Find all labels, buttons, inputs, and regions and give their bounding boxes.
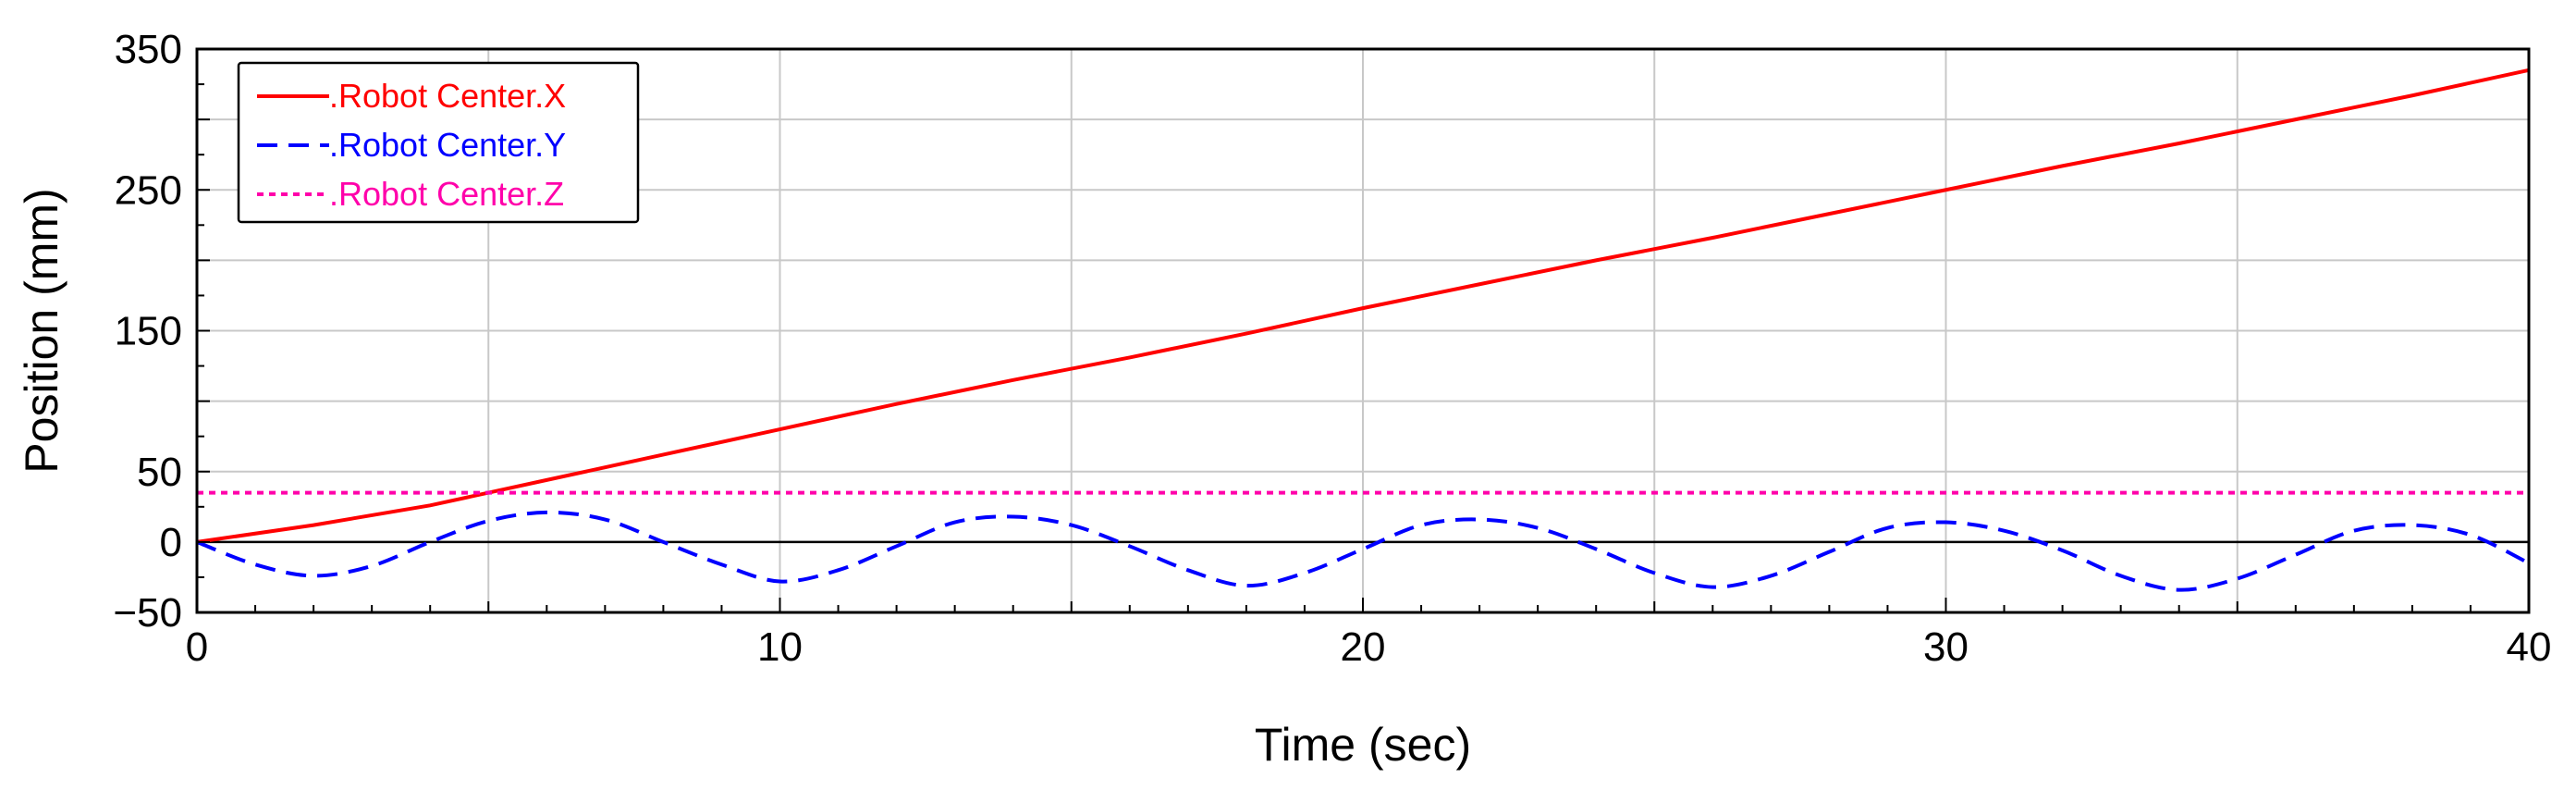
legend-label: .Robot Center.X [329,77,566,115]
legend-label: .Robot Center.Y [329,126,566,164]
x-axis-title: Time (sec) [1255,719,1471,771]
legend-box [237,61,640,224]
x-tick-label: 20 [1341,624,1386,670]
y-axis-title: Position (mm) [16,188,67,473]
y-tick-label: 0 [160,520,182,565]
x-tick-label: 10 [757,624,803,670]
x-tick-label: 40 [2507,624,2552,670]
y-tick-label: 50 [137,450,182,495]
legend: .Robot Center.X .Robot Center.Y .Robot Cen… [237,61,640,224]
y-tick-label: 150 [115,309,182,354]
x-tick-label: 30 [1923,624,1969,670]
y-tick-label: 250 [115,167,182,213]
y-tick-label: 350 [115,27,182,72]
series-line-1 [196,68,2530,544]
legend-label: .Robot Center.Z [329,175,564,213]
y-tick-label: −50 [113,590,182,636]
series-group [196,68,2530,592]
x-tick-label: 0 [186,624,208,670]
